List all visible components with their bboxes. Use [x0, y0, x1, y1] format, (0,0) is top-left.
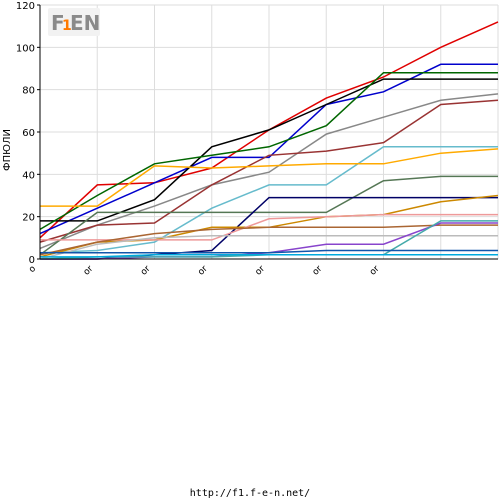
svg-text:F: F — [51, 11, 65, 35]
y-tick-label: 20 — [22, 213, 35, 224]
series-line-2 — [39, 63, 498, 235]
y-tick-label: 0 — [29, 255, 35, 266]
series-line-5 — [39, 93, 499, 250]
y-tick-label: 100 — [16, 43, 35, 54]
series-line-8 — [40, 148, 499, 207]
series-line-13 — [39, 224, 498, 256]
y-axis-label: ФПЮЛИ — [2, 129, 13, 171]
series-line-4 — [39, 71, 498, 231]
series-line-17 — [40, 249, 498, 254]
series-line-14 — [39, 234, 498, 260]
series-line-7 — [39, 146, 498, 254]
chart-series — [39, 21, 499, 260]
series-line-6 — [39, 99, 499, 243]
y-tick-label: 80 — [22, 86, 35, 97]
svg-text:1: 1 — [62, 18, 72, 34]
series-line-3 — [40, 78, 498, 222]
y-tick-labels: 0 20 40 60 80 100 120 — [16, 1, 40, 266]
x-tick-label: o — [27, 264, 38, 275]
y-tick-label: 40 — [22, 170, 35, 181]
f1en-logo: F 1 EN — [48, 8, 100, 36]
svg-text:EN: EN — [70, 11, 100, 35]
series-line-9 — [39, 175, 498, 256]
footer-url[interactable]: http://f1.f-e-n.net/ — [190, 488, 310, 499]
y-tick-label: 120 — [16, 1, 35, 12]
y-tick-label: 60 — [22, 128, 35, 139]
series-line-18 — [40, 254, 498, 258]
